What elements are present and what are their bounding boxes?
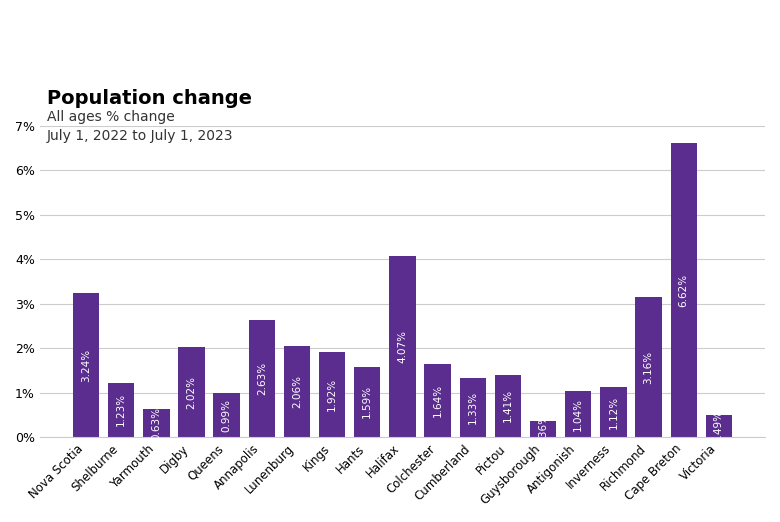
- Text: 1.59%: 1.59%: [362, 385, 372, 419]
- Text: 4.07%: 4.07%: [398, 330, 407, 363]
- Bar: [565, 391, 591, 437]
- Text: 1.33%: 1.33%: [468, 391, 477, 424]
- Bar: [179, 348, 204, 437]
- Bar: [214, 393, 239, 437]
- Bar: [389, 256, 416, 437]
- Text: 1.04%: 1.04%: [573, 398, 583, 431]
- Text: All ages % change: All ages % change: [47, 110, 175, 124]
- Bar: [319, 352, 346, 437]
- Text: 2.02%: 2.02%: [186, 376, 197, 409]
- Bar: [249, 321, 275, 437]
- Bar: [144, 409, 169, 437]
- Text: 2.63%: 2.63%: [257, 362, 267, 395]
- Bar: [706, 416, 732, 437]
- Text: 1.12%: 1.12%: [608, 396, 619, 429]
- Text: 6.62%: 6.62%: [679, 274, 689, 306]
- Bar: [459, 378, 486, 437]
- Text: 0.63%: 0.63%: [151, 407, 161, 440]
- Text: 3.16%: 3.16%: [644, 350, 654, 384]
- Text: 0.99%: 0.99%: [222, 399, 232, 432]
- Text: 0.49%: 0.49%: [714, 410, 724, 443]
- Bar: [73, 293, 99, 437]
- Text: 0.36%: 0.36%: [538, 413, 548, 446]
- Bar: [636, 296, 661, 437]
- Text: 1.92%: 1.92%: [327, 378, 337, 411]
- Bar: [354, 366, 381, 437]
- Bar: [424, 364, 451, 437]
- Text: Population change: Population change: [47, 89, 252, 108]
- Bar: [671, 143, 697, 437]
- Bar: [108, 383, 134, 437]
- Text: 1.41%: 1.41%: [503, 389, 513, 422]
- Text: July 1, 2022 to July 1, 2023: July 1, 2022 to July 1, 2023: [47, 129, 234, 143]
- Text: 1.64%: 1.64%: [433, 384, 442, 418]
- Bar: [600, 387, 626, 437]
- Text: 1.23%: 1.23%: [116, 394, 126, 426]
- Bar: [284, 346, 310, 437]
- Bar: [530, 421, 556, 437]
- Text: 3.24%: 3.24%: [81, 349, 91, 382]
- Text: 2.06%: 2.06%: [292, 375, 302, 408]
- Bar: [495, 375, 521, 437]
